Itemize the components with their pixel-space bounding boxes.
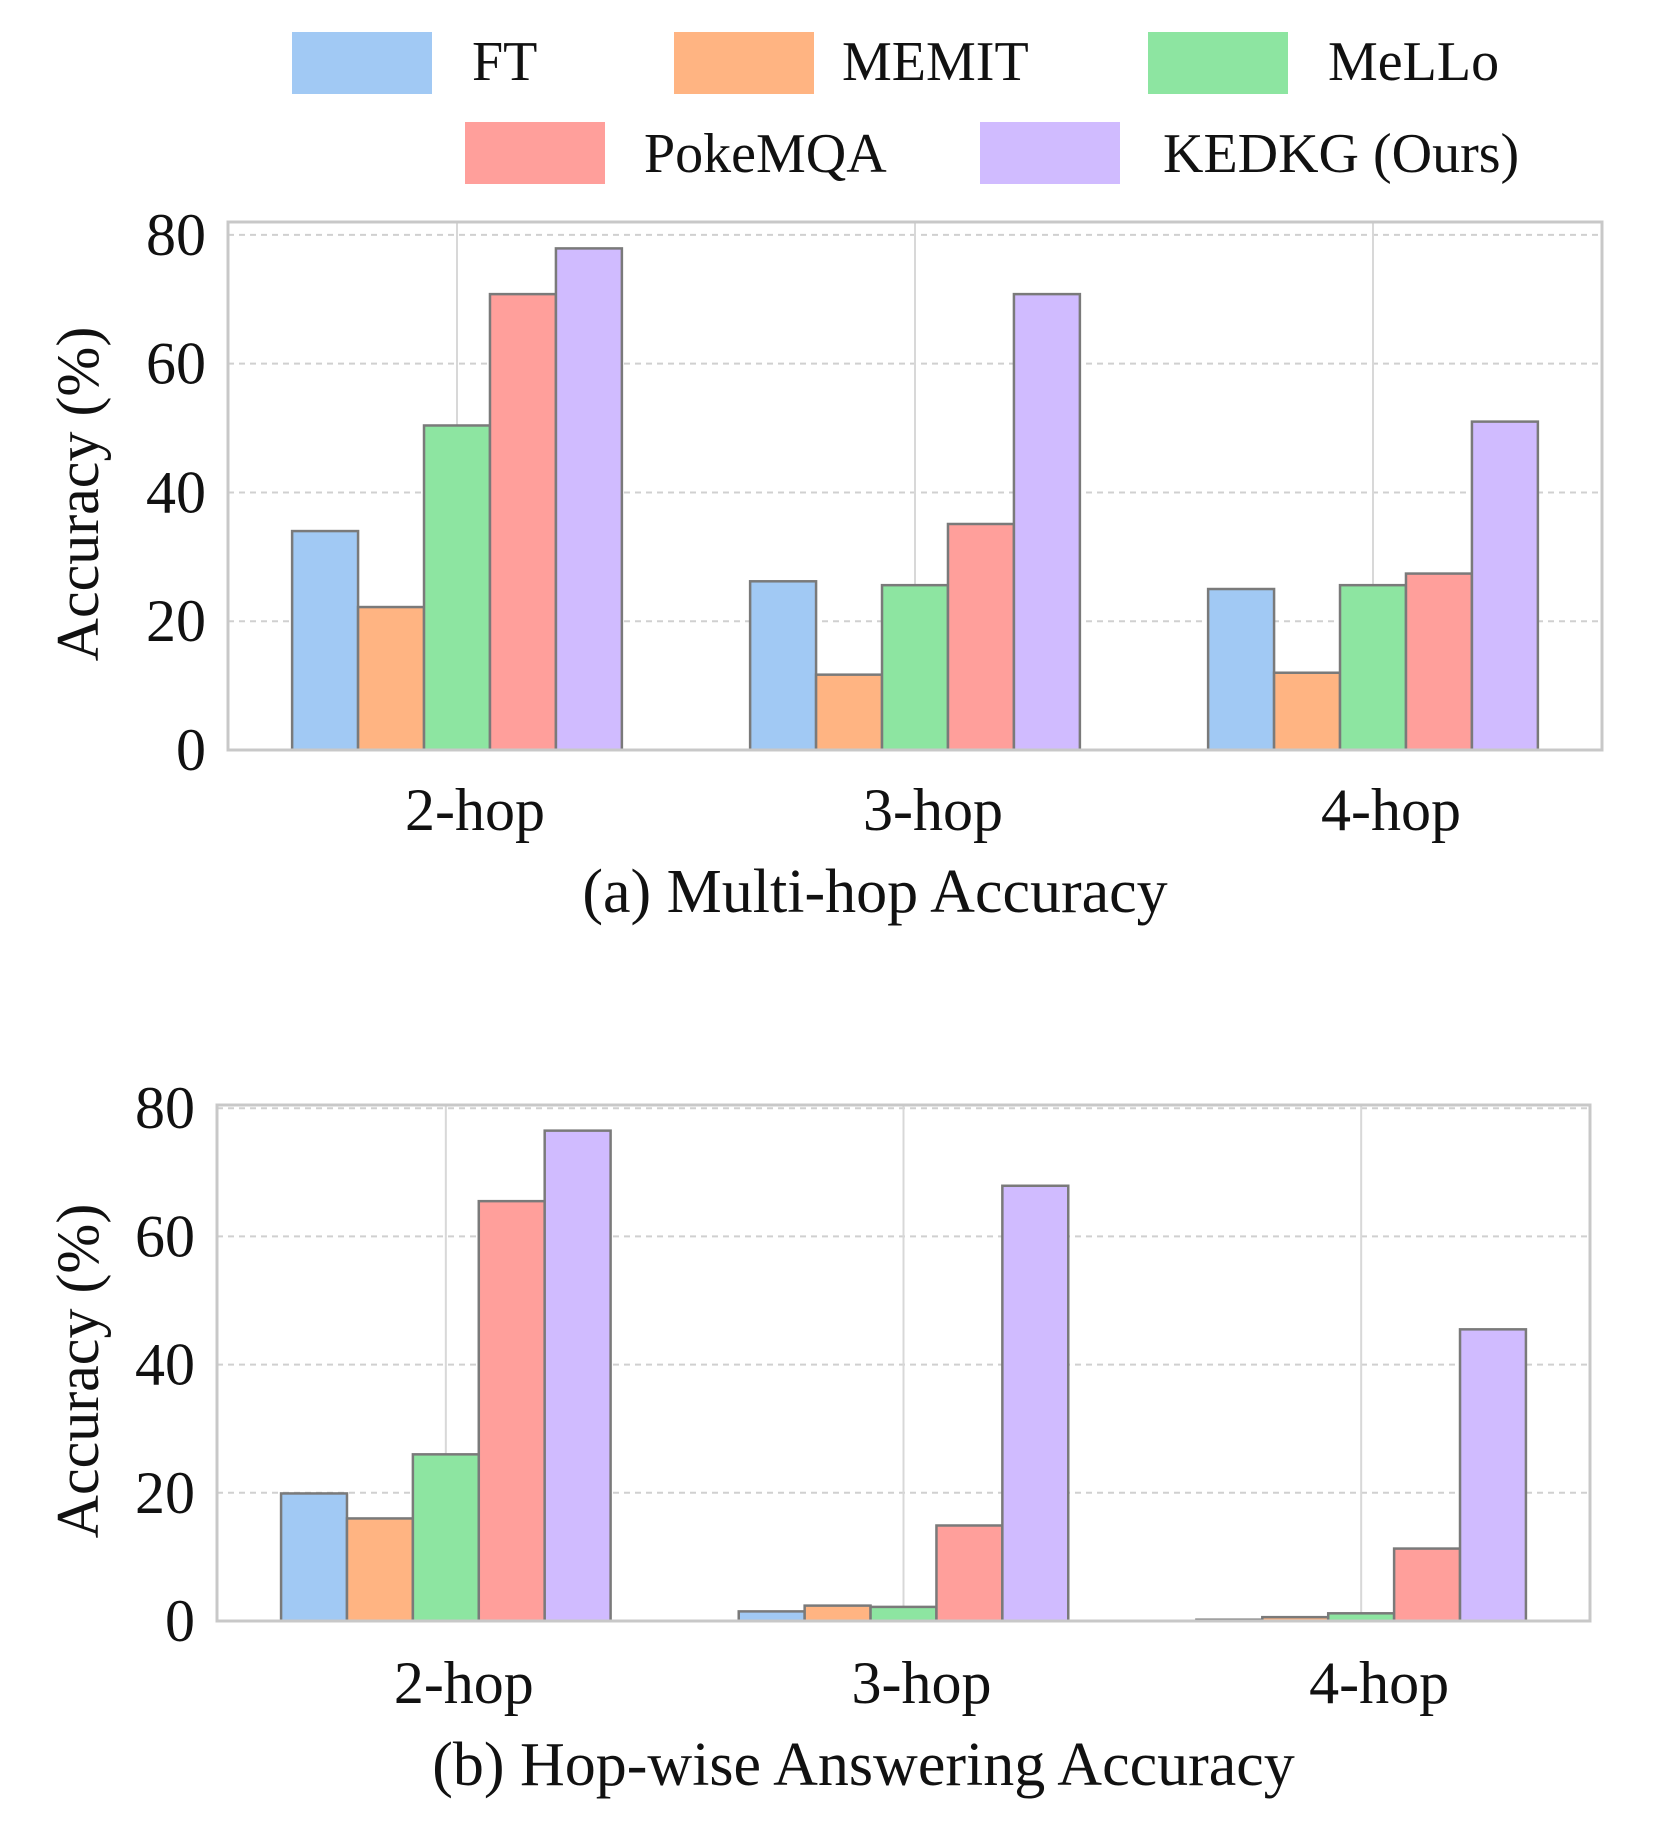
y-tick-label-20: 20 [146,588,206,654]
bar-kedkg-ours-4-hop [1458,1328,1528,1623]
y-tick-label-60: 60 [135,1203,195,1269]
bar-mello-2-hop [422,424,492,752]
bar-kedkg-ours-4-hop [1470,420,1540,752]
bar-memit-3-hop [814,673,884,752]
bar-ft-2-hop [279,1492,349,1623]
y-tick-label-80: 80 [146,202,206,268]
x-tick-label-2-hop: 2-hop [405,777,545,843]
legend-label-pokemqa: PokeMQA [644,123,887,185]
legend-label-memit: MEMIT [842,31,1029,93]
legend-swatch-pokemqa [465,122,605,184]
y-tick-label-0: 0 [176,717,206,783]
chart-multi-hop-accuracy: 0 20 40 60 80 2-hop 3-hop 4-hop Accuracy (%) (a) … [45,202,1604,926]
chart-title: (b) Hop-wise Answering Accuracy [432,1731,1295,1799]
y-tick-label-20: 20 [135,1460,195,1526]
bar-pokemqa-4-hop [1392,1547,1462,1623]
bar-mello-2-hop [411,1453,481,1623]
bar-mello-4-hop [1338,583,1408,752]
x-tick-label-2-hop: 2-hop [394,1650,534,1716]
legend-swatch-memit [674,32,814,94]
legend-swatch-kedkg [980,122,1120,184]
y-tick-label-80: 80 [135,1075,195,1141]
bar-pokemqa-2-hop [488,292,558,752]
bar-pokemqa-2-hop [477,1199,546,1623]
bar-memit-2-hop [356,605,426,752]
y-tick-label-60: 60 [146,331,206,397]
chart-title: (a) Multi-hop Accuracy [582,858,1167,926]
y-axis-label: Accuracy (%) [45,327,111,662]
chart-hop-wise-answering-accuracy: 0 20 40 60 80 2-hop 3-hop 4-hop Accuracy (%) (b) … [45,1075,1592,1799]
x-tick-label-3-hop: 3-hop [863,777,1003,843]
legend-label-kedkg: KEDKG (Ours) [1163,123,1519,185]
legend: FT MEMIT MeLLo PokeMQA KEDKG (Ours) [292,31,1519,185]
y-axis-label: Accuracy (%) [45,1204,111,1539]
bar-pokemqa-4-hop [1404,572,1474,752]
bar-ft-3-hop [748,580,818,752]
bar-memit-3-hop [803,1604,872,1623]
bar-pokemqa-3-hop [935,1524,1004,1623]
bar-mello-3-hop [880,583,950,752]
bar-kedkg-ours-2-hop [554,247,624,752]
y-tick-label-40: 40 [135,1332,195,1398]
bar-kedkg-ours-3-hop [1001,1184,1070,1623]
plot-frame [226,220,1604,752]
bar-memit-2-hop [345,1517,415,1623]
bar-memit-4-hop [1272,671,1342,752]
legend-label-mello: MeLLo [1328,31,1499,93]
y-tick-label-0: 0 [165,1588,195,1654]
legend-swatch-mello [1148,32,1288,94]
x-tick-label-4-hop: 4-hop [1309,1650,1449,1716]
legend-swatch-ft [292,32,432,94]
bar-pokemqa-3-hop [946,522,1016,752]
legend-label-ft: FT [472,31,537,93]
bar-mello-3-hop [869,1605,938,1623]
y-tick-label-40: 40 [146,459,206,525]
bar-kedkg-ours-2-hop [543,1129,612,1623]
x-tick-label-4-hop: 4-hop [1321,777,1461,843]
bar-kedkg-ours-3-hop [1012,292,1082,752]
plot-frame [215,1103,1592,1623]
bar-ft-2-hop [290,529,360,752]
x-tick-label-3-hop: 3-hop [852,1650,992,1716]
bar-ft-4-hop [1206,587,1276,752]
